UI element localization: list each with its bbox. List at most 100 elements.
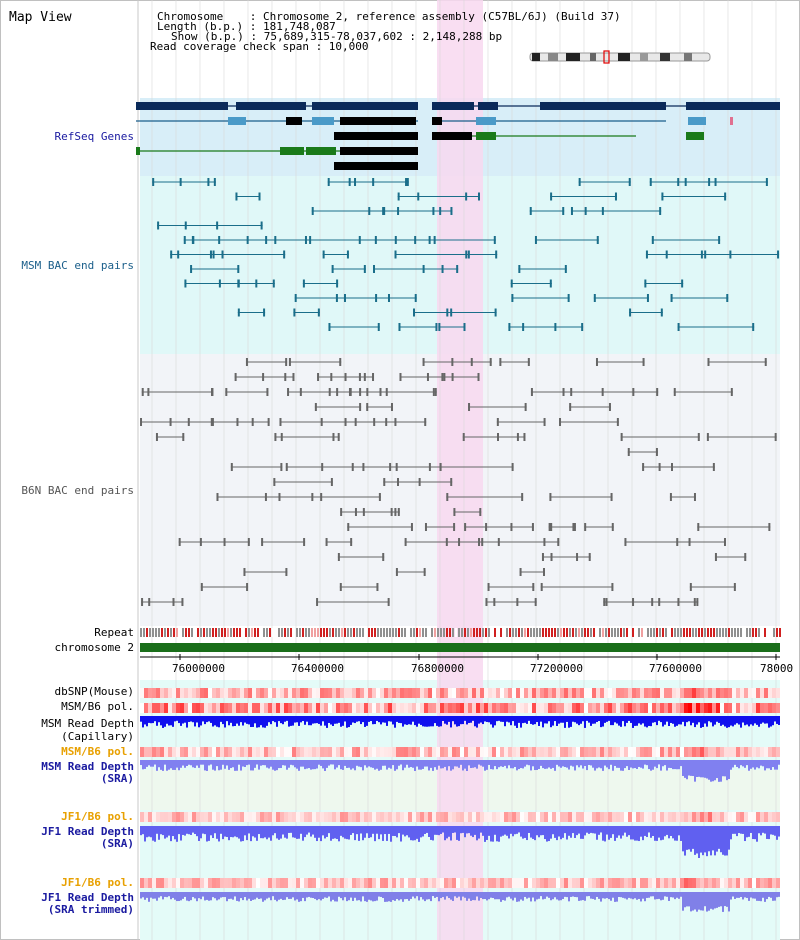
polymorphism-mark	[536, 878, 540, 888]
polymorphism-mark	[188, 812, 192, 822]
msm-bac-end	[183, 236, 186, 244]
read-depth-bar	[378, 716, 380, 723]
read-depth-bar	[252, 892, 254, 900]
read-depth-bar	[480, 716, 482, 723]
jf1-b6-pol-2-track-label[interactable]: JF1/B6 pol.	[61, 876, 134, 889]
msm-bac-end	[435, 323, 438, 331]
jf1-read-depth-sra-label[interactable]: JF1 Read Depth	[41, 825, 134, 838]
repeat-mark	[272, 628, 274, 637]
read-depth-bar	[612, 760, 614, 771]
b6n-bac-track-label[interactable]: B6N BAC end pairs	[21, 484, 134, 497]
polymorphism-mark	[536, 747, 540, 757]
read-depth-bar	[526, 892, 528, 899]
read-depth-bar	[758, 716, 760, 727]
polymorphism-mark	[216, 747, 220, 757]
b6n-bac-end	[670, 463, 673, 471]
polymorphism-mark	[532, 747, 536, 757]
msm-b6-pol-track-label[interactable]: MSM/B6 pol.	[61, 700, 134, 713]
polymorphism-mark	[392, 703, 396, 713]
read-depth-bar	[176, 716, 178, 721]
read-depth-bar	[412, 892, 414, 897]
polymorphism-mark	[488, 747, 492, 757]
polymorphism-mark	[308, 688, 312, 698]
polymorphism-mark	[148, 747, 152, 757]
read-depth-bar	[640, 760, 642, 768]
read-depth-bar	[254, 892, 256, 900]
repeat-mark	[404, 628, 406, 637]
read-depth-bar	[628, 760, 630, 770]
polymorphism-mark	[228, 703, 232, 713]
msm-read-depth-cap-label[interactable]: MSM Read Depth	[41, 717, 134, 730]
read-depth-bar	[400, 716, 402, 724]
read-depth-bar	[556, 716, 558, 726]
read-depth-bar	[656, 760, 658, 769]
polymorphism-mark	[732, 703, 736, 713]
b6n-bac-end	[399, 373, 402, 381]
read-depth-bar	[380, 716, 382, 725]
read-depth-bar	[486, 760, 488, 770]
read-depth-bar	[522, 716, 524, 724]
msm-bac-track-label[interactable]: MSM BAC end pairs	[21, 259, 134, 272]
repeat-mark	[518, 628, 520, 637]
polymorphism-mark	[316, 703, 320, 713]
read-depth-bar	[276, 826, 278, 839]
polymorphism-mark	[244, 812, 248, 822]
polymorphism-mark	[244, 747, 248, 757]
refseq-track-label[interactable]: RefSeq Genes	[54, 130, 134, 143]
polymorphism-mark	[572, 747, 576, 757]
polymorphism-mark	[232, 747, 236, 757]
polymorphism-mark	[256, 747, 260, 757]
read-depth-bar	[420, 760, 422, 770]
polymorphism-mark	[252, 747, 256, 757]
repeat-mark	[485, 628, 487, 637]
polymorphism-mark	[252, 812, 256, 822]
read-depth-bar	[150, 760, 152, 767]
read-depth-bar	[226, 892, 228, 902]
read-depth-bar	[414, 892, 416, 899]
msm-bac-end	[649, 178, 652, 186]
msm-read-depth-sra-label[interactable]: MSM Read Depth	[41, 760, 134, 773]
dbsnp-track-label[interactable]: dbSNP(Mouse)	[54, 685, 134, 698]
polymorphism-mark	[144, 878, 148, 888]
msm-bac-end	[495, 250, 498, 259]
polymorphism-mark	[244, 703, 248, 713]
read-depth-bar	[232, 826, 234, 838]
repeat-mark	[338, 628, 340, 637]
jf1-b6-pol-track-label[interactable]: JF1/B6 pol.	[61, 810, 134, 823]
read-depth-bar	[444, 892, 446, 900]
read-depth-bar	[584, 892, 586, 901]
read-depth-bar	[198, 826, 200, 841]
read-depth-bar	[536, 716, 538, 723]
polymorphism-mark	[340, 878, 344, 888]
repeat-mark	[344, 628, 346, 637]
polymorphism-mark	[376, 703, 380, 713]
polymorphism-mark	[496, 703, 500, 713]
b6n-bac-end	[349, 388, 352, 396]
polymorphism-mark	[320, 703, 324, 713]
read-depth-bar	[304, 716, 306, 725]
read-depth-bar	[384, 892, 386, 902]
read-depth-bar	[694, 760, 696, 782]
read-depth-bar	[624, 892, 626, 899]
read-depth-bar	[332, 716, 334, 726]
polymorphism-mark	[628, 812, 632, 822]
repeat-mark	[368, 628, 370, 637]
read-depth-bar	[164, 716, 166, 727]
polymorphism-mark	[192, 703, 196, 713]
polymorphism-mark	[668, 812, 672, 822]
polymorphism-mark	[668, 703, 672, 713]
msm-bac-end	[665, 250, 668, 259]
jf1-read-depth-trim-label[interactable]: JF1 Read Depth	[41, 891, 134, 904]
polymorphism-mark	[156, 812, 160, 822]
msm-b6-pol-2-track-label[interactable]: MSM/B6 pol.	[61, 745, 134, 758]
read-depth-bar	[760, 892, 762, 902]
read-depth-bar	[646, 760, 648, 766]
polymorphism-mark	[708, 688, 712, 698]
read-depth-bar	[424, 760, 426, 767]
msm-bac-end	[439, 207, 442, 215]
repeat-mark	[362, 628, 364, 637]
polymorphism-mark	[544, 747, 548, 757]
polymorphism-mark	[200, 747, 204, 757]
read-depth-bar	[420, 826, 422, 838]
